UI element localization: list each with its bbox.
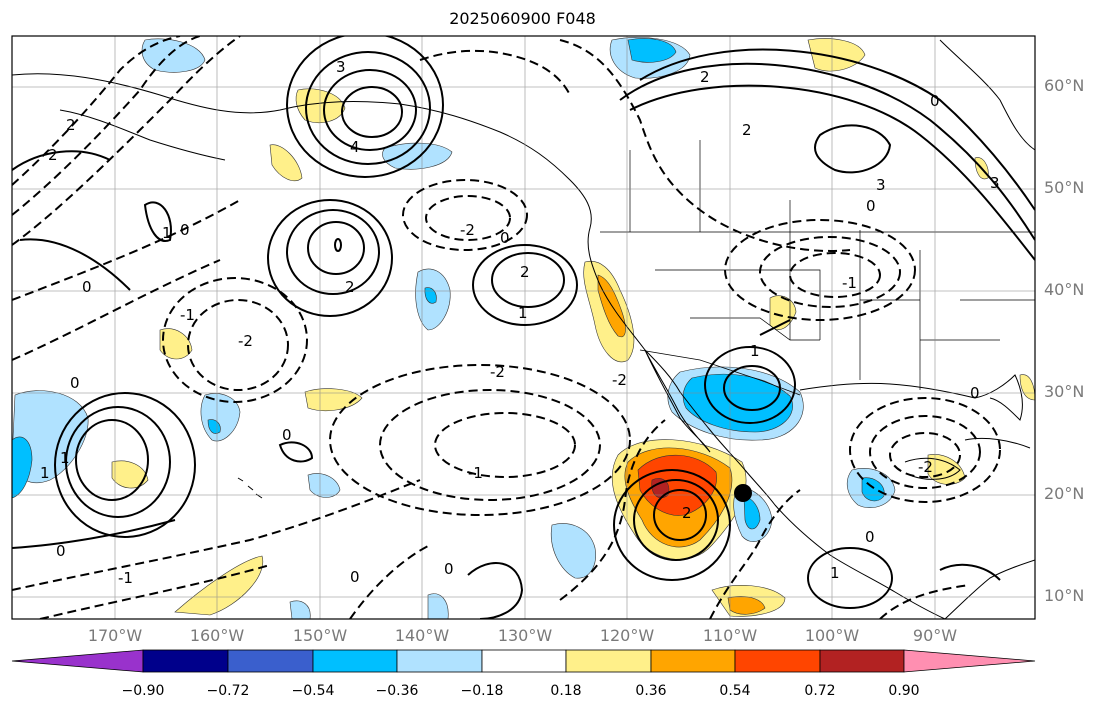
contour-labels: 4 3 2 2 1 -2 -1 -2 -2 -1 0 0 0 0 -1 0 0 … — [40, 58, 1000, 587]
colorbar-tick-label: −0.90 — [121, 683, 165, 699]
contour-label: 4 — [350, 138, 360, 156]
contour-label: 0 — [56, 542, 66, 560]
contour-label: 1 — [830, 564, 840, 582]
contour-label: 0 — [444, 560, 454, 578]
lon-label-140w: 140°W — [394, 626, 450, 645]
contour-label: 0 — [866, 197, 876, 215]
lat-label-60n: 60°N — [1044, 76, 1085, 95]
lat-label-20n: 20°N — [1044, 484, 1085, 503]
colorbar-tick-label: −0.72 — [206, 683, 250, 699]
colorbar — [11, 649, 1036, 673]
contour-label: 3 — [876, 176, 886, 194]
coastlines — [12, 39, 1035, 619]
colorbar-tick-label: −0.36 — [375, 683, 419, 699]
lat-label-40n: 40°N — [1044, 280, 1085, 299]
lat-label-50n: 50°N — [1044, 178, 1085, 197]
contour-label: -2 — [612, 371, 627, 389]
contour-label: 0 — [930, 92, 940, 110]
contour-label: -1 — [842, 274, 857, 292]
contour-label: 0 — [282, 426, 292, 444]
contour-label: 2 — [682, 504, 692, 522]
contour-label: 1 — [162, 224, 172, 242]
lon-label-120w: 120°W — [599, 626, 655, 645]
contour-label: -1 — [468, 464, 483, 482]
contour-label: 0 — [865, 528, 875, 546]
contour-label: 3 — [336, 58, 346, 76]
plot-frame — [11, 35, 1036, 620]
colorbar-tick-label: 0.18 — [550, 683, 582, 699]
lon-label-160w: 160°W — [189, 626, 245, 645]
colorbar-tick-label: −0.18 — [460, 683, 504, 699]
negative-contours — [12, 36, 1001, 619]
lat-label-10n: 10°N — [1044, 586, 1085, 605]
lon-label-130w: 130°W — [497, 626, 553, 645]
lon-label-90w: 90°W — [912, 626, 958, 645]
contour-label: 0 — [500, 229, 510, 247]
contour-label: 2 — [700, 68, 710, 86]
contour-label: 1 — [60, 449, 70, 467]
colorbar-tick-label: 0.36 — [635, 683, 667, 699]
contour-label: 3 — [990, 174, 1000, 192]
contour-label: 0 — [82, 278, 92, 296]
colorbar-tick-label: 0.72 — [804, 683, 836, 699]
contour-label: -2 — [460, 221, 475, 239]
lon-label-150w: 150°W — [292, 626, 348, 645]
contour-label: 1 — [40, 464, 50, 482]
contour-label: -1 — [118, 569, 133, 587]
shaded-fields — [12, 37, 1035, 619]
positive-contours — [12, 36, 1035, 619]
contour-label: 2 — [742, 121, 752, 139]
colorbar-tick-label: −0.54 — [291, 683, 335, 699]
contour-label: 2 — [520, 263, 530, 281]
contour-label: -2 — [490, 363, 505, 381]
storm-center-marker — [734, 484, 752, 502]
colorbar-tick-label: 0.90 — [888, 683, 920, 699]
contour-label: -1 — [180, 306, 195, 324]
contour-label: 2 — [345, 278, 355, 296]
colorbar-tick-label: 0.54 — [719, 683, 751, 699]
lon-label-100w: 100°W — [804, 626, 860, 645]
lon-label-110w: 110°W — [702, 626, 758, 645]
lon-label-170w: 170°W — [87, 626, 143, 645]
contour-label: 2 — [66, 116, 76, 134]
contour-label: -2 — [238, 332, 253, 350]
contour-label: 2 — [48, 146, 58, 164]
gridlines — [12, 36, 1035, 619]
contour-label: 1 — [750, 342, 760, 360]
contour-label: 0 — [350, 568, 360, 586]
contour-label: 1 — [518, 304, 528, 322]
plot-area — [12, 36, 1035, 619]
contour-label: -2 — [918, 458, 933, 476]
contour-label: 0 — [970, 384, 980, 402]
contour-label: 0 — [180, 221, 190, 239]
lat-label-30n: 30°N — [1044, 382, 1085, 401]
contour-label: 0 — [70, 374, 80, 392]
map-title: 2025060900 F048 — [449, 9, 596, 28]
